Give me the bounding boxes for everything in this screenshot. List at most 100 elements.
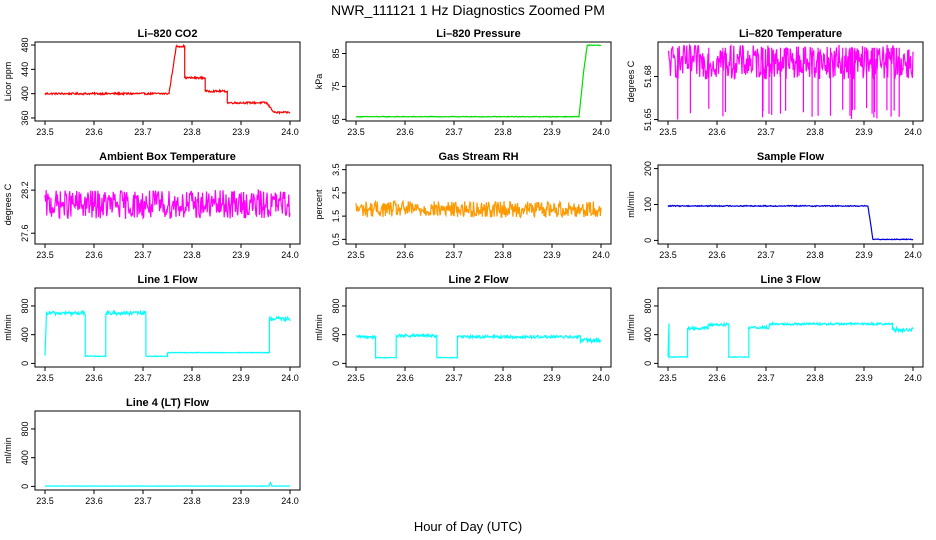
series-line — [355, 44, 602, 118]
y-tick-label: 800 — [20, 298, 30, 313]
x-tick-label: 24.0 — [592, 250, 610, 260]
x-tick-label: 23.8 — [494, 250, 512, 260]
x-tick-label: 23.5 — [36, 496, 54, 506]
x-tick-label: 23.6 — [85, 250, 103, 260]
series-line — [355, 332, 602, 360]
x-tick-label: 23.7 — [134, 373, 152, 383]
panel-title: Li–820 CO2 — [138, 28, 198, 40]
y-tick-label: 2.5 — [331, 187, 341, 200]
y-tick-label: 0.5 — [331, 233, 341, 246]
panel-6: Sample Flow 23.5 23.6 23.7 23.8 23.9 24.0 0 100 2… — [626, 151, 924, 260]
x-tick-label: 23.9 — [543, 250, 561, 260]
y-tick-label: 360 — [20, 110, 30, 125]
x-tick-label: 23.6 — [396, 127, 414, 137]
y-axis-label: ml/min — [626, 314, 636, 341]
y-axis-label: kPa — [314, 74, 324, 90]
x-tick-label: 23.7 — [134, 250, 152, 260]
y-tick-label: 800 — [20, 421, 30, 436]
panel-title: Gas Stream RH — [438, 151, 518, 163]
panel-title: Line 2 Flow — [449, 274, 509, 286]
x-tick-label: 23.9 — [232, 373, 250, 383]
y-tick-label: 800 — [643, 298, 653, 313]
x-tick-label: 23.6 — [708, 127, 726, 137]
x-tick-label: 23.8 — [183, 250, 201, 260]
x-tick-label: 23.5 — [659, 250, 677, 260]
x-tick-label: 23.5 — [659, 127, 677, 137]
plot-frame — [657, 164, 924, 245]
panels: Li–820 CO2 23.5 23.6 23.7 23.8 23.9 24.0 360 400… — [3, 28, 924, 506]
x-tick-label: 23.7 — [445, 373, 463, 383]
x-tick-label: 23.6 — [85, 127, 103, 137]
x-tick-label: 24.0 — [592, 127, 610, 137]
y-axis-label: degrees C — [626, 60, 636, 102]
x-tick-label: 23.6 — [396, 250, 414, 260]
plot-frame — [34, 410, 301, 491]
x-tick-label: 23.6 — [85, 373, 103, 383]
panel-4: Ambient Box Temperature 23.5 23.6 23.7 23.8 2… — [3, 151, 301, 260]
x-tick-label: 23.7 — [445, 127, 463, 137]
x-tick-label: 23.8 — [494, 127, 512, 137]
panel-title: Line 1 Flow — [138, 274, 198, 286]
y-tick-label: 440 — [20, 62, 30, 77]
y-tick-label: 51.68 — [643, 65, 653, 88]
y-tick-label: 27.6 — [20, 224, 30, 242]
figure-title: NWR_111121 1 Hz Diagnostics Zoomed PM — [331, 2, 605, 18]
y-tick-label: 0 — [331, 361, 341, 366]
plot-frame — [34, 41, 301, 122]
y-tick-label: 3.5 — [331, 163, 341, 176]
y-tick-label: 480 — [20, 38, 30, 53]
y-tick-label: 28.2 — [20, 181, 30, 199]
x-tick-label: 23.7 — [134, 127, 152, 137]
panel-title: Li–820 Temperature — [739, 28, 842, 40]
x-tick-label: 23.8 — [494, 373, 512, 383]
panel-5: Gas Stream RH 23.5 23.6 23.7 23.8 23.9 24.0 0.5… — [314, 151, 612, 260]
y-tick-label: 65 — [331, 114, 341, 124]
y-tick-label: 400 — [331, 327, 341, 342]
y-tick-label: 400 — [643, 327, 653, 342]
x-tick-label: 23.9 — [855, 250, 873, 260]
x-tick-label: 23.5 — [347, 250, 365, 260]
plot-frame — [345, 164, 612, 245]
x-tick-label: 23.8 — [806, 373, 824, 383]
x-tick-label: 23.6 — [708, 250, 726, 260]
panel-title: Sample Flow — [757, 151, 825, 163]
y-tick-label: 400 — [20, 327, 30, 342]
series-line — [355, 199, 602, 219]
y-tick-label: 400 — [20, 86, 30, 101]
x-tick-label: 23.8 — [806, 250, 824, 260]
plot-frame — [34, 287, 301, 368]
y-tick-label: 200 — [643, 161, 653, 176]
x-tick-label: 23.5 — [347, 127, 365, 137]
y-tick-label: 75 — [331, 81, 341, 91]
series-line — [44, 188, 291, 220]
x-tick-label: 23.5 — [659, 373, 677, 383]
panel-title: Line 3 Flow — [761, 274, 821, 286]
y-tick-label: 400 — [20, 450, 30, 465]
y-tick-label: 0 — [20, 484, 30, 489]
y-axis-label: ml/min — [3, 314, 13, 341]
series-line — [667, 204, 914, 241]
panel-8: Line 2 Flow 23.5 23.6 23.7 23.8 23.9 24.0 0 400 8… — [314, 274, 612, 383]
x-tick-label: 23.9 — [232, 250, 250, 260]
x-tick-label: 24.0 — [904, 250, 922, 260]
y-tick-label: 1.5 — [331, 210, 341, 223]
x-tick-label: 23.8 — [183, 127, 201, 137]
y-axis-label: ml/min — [314, 314, 324, 341]
y-tick-label: 51.65 — [643, 108, 653, 131]
x-tick-label: 23.7 — [445, 250, 463, 260]
x-tick-label: 23.9 — [543, 127, 561, 137]
panel-7: Line 1 Flow 23.5 23.6 23.7 23.8 23.9 24.0 0 400 8… — [3, 274, 301, 383]
x-tick-label: 24.0 — [904, 373, 922, 383]
x-tick-label: 24.0 — [281, 250, 299, 260]
panel-2: Li–820 Pressure 23.5 23.6 23.7 23.8 23.9 24.0 6… — [314, 28, 612, 137]
y-tick-label: 0 — [643, 361, 653, 366]
x-tick-label: 23.5 — [36, 127, 54, 137]
panel-title: Line 4 (LT) Flow — [126, 397, 209, 409]
x-tick-label: 24.0 — [281, 127, 299, 137]
panel-title: Ambient Box Temperature — [99, 151, 236, 163]
x-tick-label: 23.7 — [757, 250, 775, 260]
panel-10: Line 4 (LT) Flow 23.5 23.6 23.7 23.8 23.9 24.0… — [3, 397, 301, 506]
x-tick-label: 23.7 — [134, 496, 152, 506]
x-tick-label: 23.8 — [183, 496, 201, 506]
y-tick-label: 0 — [643, 238, 653, 243]
